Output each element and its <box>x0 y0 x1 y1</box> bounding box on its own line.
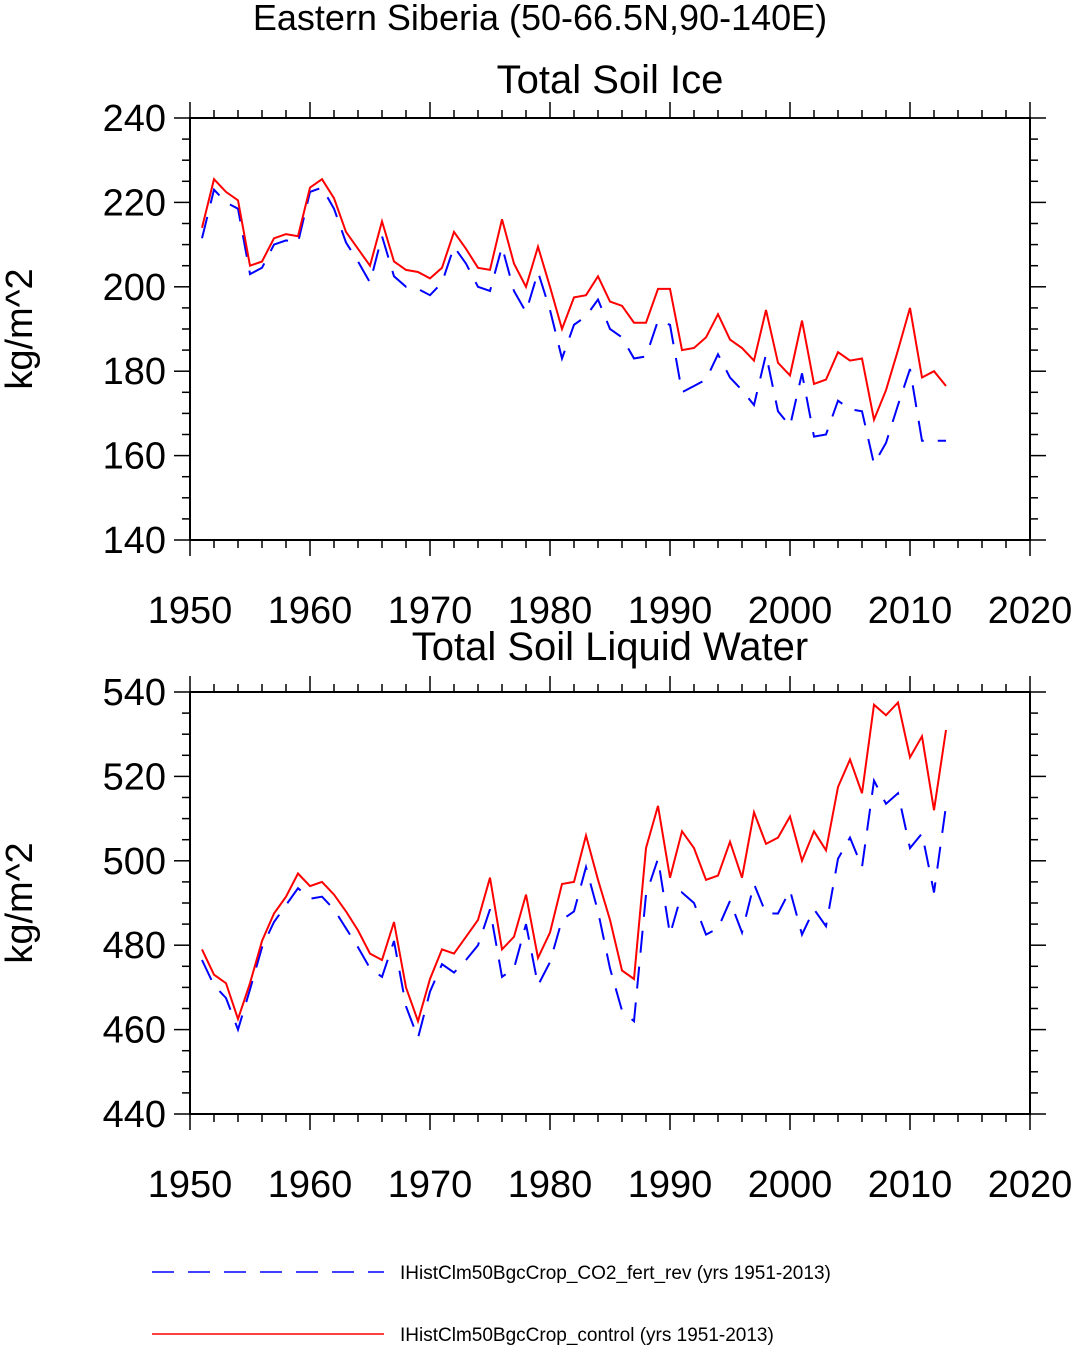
x-tick-label: 2000 <box>748 590 833 632</box>
series-line-control <box>201 700 947 1025</box>
y-tick-label: 220 <box>103 182 166 224</box>
legend: IHistClm50BgcCrop_CO2_fert_rev (yrs 1951… <box>152 1263 831 1346</box>
y-tick-label: 140 <box>103 520 166 562</box>
legend-label: IHistClm50BgcCrop_control (yrs 1951-2013… <box>400 1325 774 1346</box>
x-tick-label: 1970 <box>388 590 473 632</box>
legend-label: IHistClm50BgcCrop_CO2_fert_rev (yrs 1951… <box>400 1263 831 1284</box>
series-line-co2-fert-rev <box>201 777 947 1042</box>
plot-frame <box>189 691 1031 1115</box>
y-tick-label: 520 <box>103 756 166 798</box>
x-tick-label: 1990 <box>628 1164 713 1206</box>
figure-title: Eastern Siberia (50-66.5N,90-140E) <box>253 0 827 38</box>
y-tick-label: 460 <box>103 1010 166 1052</box>
y-tick-label: 180 <box>103 351 166 393</box>
panel-title: Total Soil Ice <box>497 58 724 102</box>
y-tick-label: 480 <box>103 925 166 967</box>
x-tick-label: 1950 <box>148 590 233 632</box>
x-tick-label: 1950 <box>148 1164 233 1206</box>
y-tick-label: 200 <box>103 267 166 309</box>
y-axis-label: kg/m^2 <box>0 268 41 389</box>
panel-title: Total Soil Liquid Water <box>412 625 808 669</box>
x-tick-label: 1990 <box>628 590 713 632</box>
x-tick-label: 1980 <box>508 590 593 632</box>
y-tick-label: 440 <box>103 1094 166 1136</box>
soil-ice-panel: Total Soil Ice kg/m^2 1950 1960 1970 1980 1990… <box>0 58 1072 632</box>
y-tick-label: 500 <box>103 841 166 883</box>
x-tick-label: 2000 <box>748 1164 833 1206</box>
x-tick-label: 1980 <box>508 1164 593 1206</box>
series-line-co2-fert-rev <box>201 186 946 467</box>
x-tick-label: 1960 <box>268 590 353 632</box>
series-line-control <box>201 177 947 424</box>
x-tick-label: 2020 <box>988 1164 1073 1206</box>
x-tick-label: 1970 <box>388 1164 473 1206</box>
x-tick-label: 1960 <box>268 1164 353 1206</box>
x-tick-label: 2010 <box>868 590 953 632</box>
x-tick-label: 2010 <box>868 1164 953 1206</box>
soil-liquid-water-panel: Total Soil Liquid Water kg/m^2 1950 1960 197… <box>0 625 1072 1206</box>
y-tick-label: 240 <box>103 98 166 140</box>
y-tick-label: 160 <box>103 436 166 478</box>
x-tick-label: 2020 <box>988 590 1073 632</box>
y-tick-label: 540 <box>103 672 166 714</box>
y-axis-label: kg/m^2 <box>0 842 41 963</box>
